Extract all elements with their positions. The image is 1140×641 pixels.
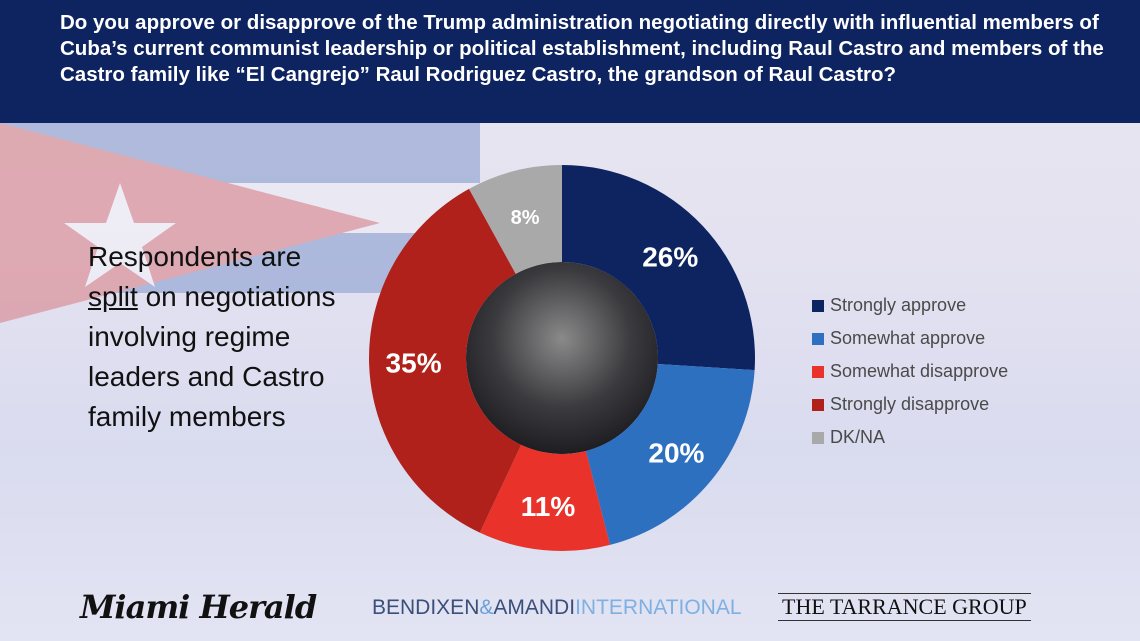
slice-somewhat-disapprove (479, 444, 610, 551)
question-header: Do you approve or disapprove of the Trum… (0, 0, 1140, 123)
data-label: 35% (386, 348, 442, 379)
lede-text: Respondents are split on negotiations in… (88, 237, 348, 437)
data-label: 26% (642, 241, 698, 272)
legend-swatch (812, 299, 824, 312)
lede-emphasis: split (88, 281, 138, 312)
lede-before: Respondents are (88, 241, 302, 272)
legend-swatch (812, 431, 824, 444)
legend-label: Strongly disapprove (830, 394, 990, 414)
lede-after: on negotiations involving regime leaders… (88, 281, 336, 432)
legend-label: Somewhat approve (830, 328, 986, 348)
legend-label: Somewhat disapprove (830, 361, 1009, 381)
legend: Strongly approve Somewhat approve Somewhat… (812, 289, 1008, 454)
data-label: 20% (648, 438, 704, 469)
tarrance-group-logo: THE TARRANCE GROUP (778, 593, 1031, 621)
legend-item: DK/NA (812, 421, 1008, 454)
slice-strongly-approve (562, 165, 755, 371)
legend-swatch (812, 365, 824, 378)
data-label: 11% (521, 491, 576, 522)
legend-label: DK/NA (830, 427, 886, 447)
legend-label: Strongly approve (830, 295, 967, 315)
slice-somewhat-approve (585, 364, 755, 545)
legend-swatch (812, 398, 824, 411)
slice-strongly-disapprove (369, 188, 522, 533)
legend-swatch (812, 332, 824, 345)
legend-item: Somewhat disapprove (812, 355, 1008, 388)
miami-herald-logo: Miami Herald (80, 588, 317, 626)
data-label: 8% (511, 207, 540, 229)
bendixen-amandi-logo: BENDIXEN&AMANDIINTERNATIONAL (372, 596, 742, 619)
legend-item: Somewhat approve (812, 322, 1008, 355)
legend-item: Strongly disapprove (812, 388, 1008, 421)
center-photo (466, 262, 658, 454)
slice-dk-na (469, 165, 562, 274)
legend-item: Strongly approve (812, 289, 1008, 322)
